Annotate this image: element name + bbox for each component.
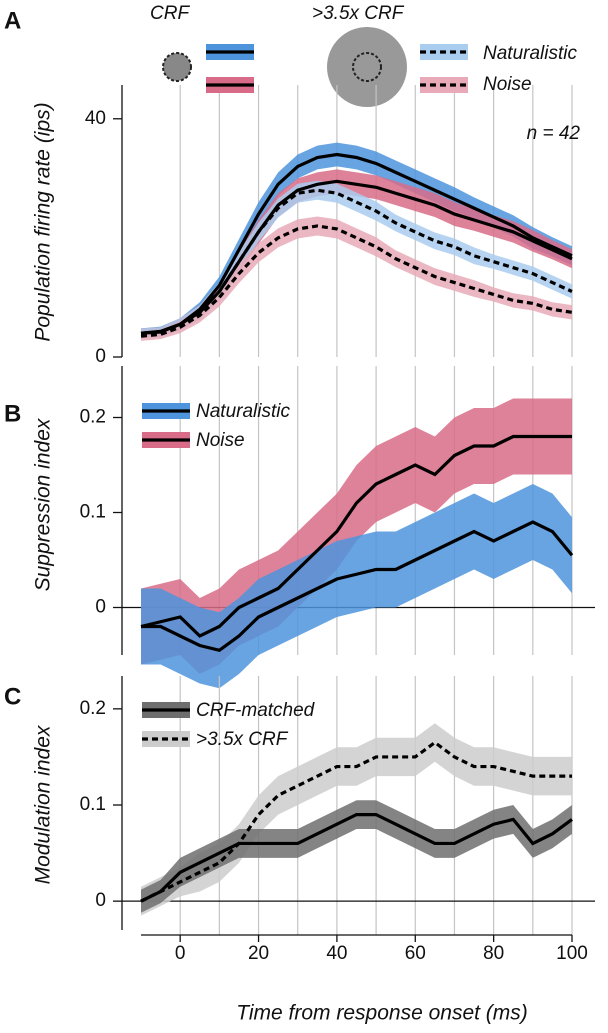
series-line: [140, 434, 572, 638]
legend-label: >3.5x CRF: [196, 729, 289, 750]
x-tick-label: 40: [326, 943, 347, 964]
legend-label: Naturalistic: [483, 43, 577, 64]
y-tick-label: 0: [95, 597, 106, 618]
x-tick-label: 100: [556, 943, 588, 964]
x-axis-label: Time from response onset (ms): [236, 1002, 528, 1025]
x-tick-label: 0: [175, 943, 186, 964]
y-axis-label: Modulation index: [32, 724, 55, 884]
y-tick-label: 0: [95, 890, 106, 911]
legend-label: CRF-matched: [196, 700, 316, 721]
series-line: [141, 520, 574, 652]
crf-outline: [352, 52, 382, 82]
annotation: n = 42: [527, 123, 581, 144]
y-tick-label: 40: [85, 108, 106, 129]
error-band: [141, 800, 572, 913]
x-tick-label: 20: [248, 943, 269, 964]
surround-circle: [327, 27, 407, 107]
y-tick-label: 0: [95, 346, 106, 367]
crf-icon: [162, 27, 407, 107]
panel-letter: C: [4, 683, 21, 710]
y-axis-label: Suppression index: [32, 417, 55, 591]
series-line: [140, 188, 573, 335]
y-tick-label: 0.1: [80, 794, 106, 815]
y-tick-label: 0.2: [80, 698, 106, 719]
legend-label: Naturalistic: [196, 401, 290, 422]
legend-label: Noise: [196, 430, 245, 451]
error-band: [141, 169, 572, 338]
series-line: [140, 152, 573, 335]
series-line: [140, 224, 573, 338]
error-band: [141, 216, 572, 341]
legend-column: >3.5x CRF: [312, 3, 405, 24]
panel-letter: A: [4, 7, 21, 34]
panel-letter: B: [4, 400, 21, 427]
y-axis-label: Population firing rate (ips): [32, 102, 55, 341]
legend-column: CRF: [150, 3, 190, 24]
crf-circle: [162, 52, 192, 82]
series-line: [140, 740, 572, 903]
y-tick-label: 0.2: [80, 407, 106, 428]
x-tick-label: 80: [483, 943, 504, 964]
series-line: [140, 813, 573, 903]
error-band: [141, 723, 572, 916]
x-tick-label: 60: [405, 943, 426, 964]
legend-label: Noise: [483, 74, 532, 95]
y-tick-label: 0.1: [80, 502, 106, 523]
